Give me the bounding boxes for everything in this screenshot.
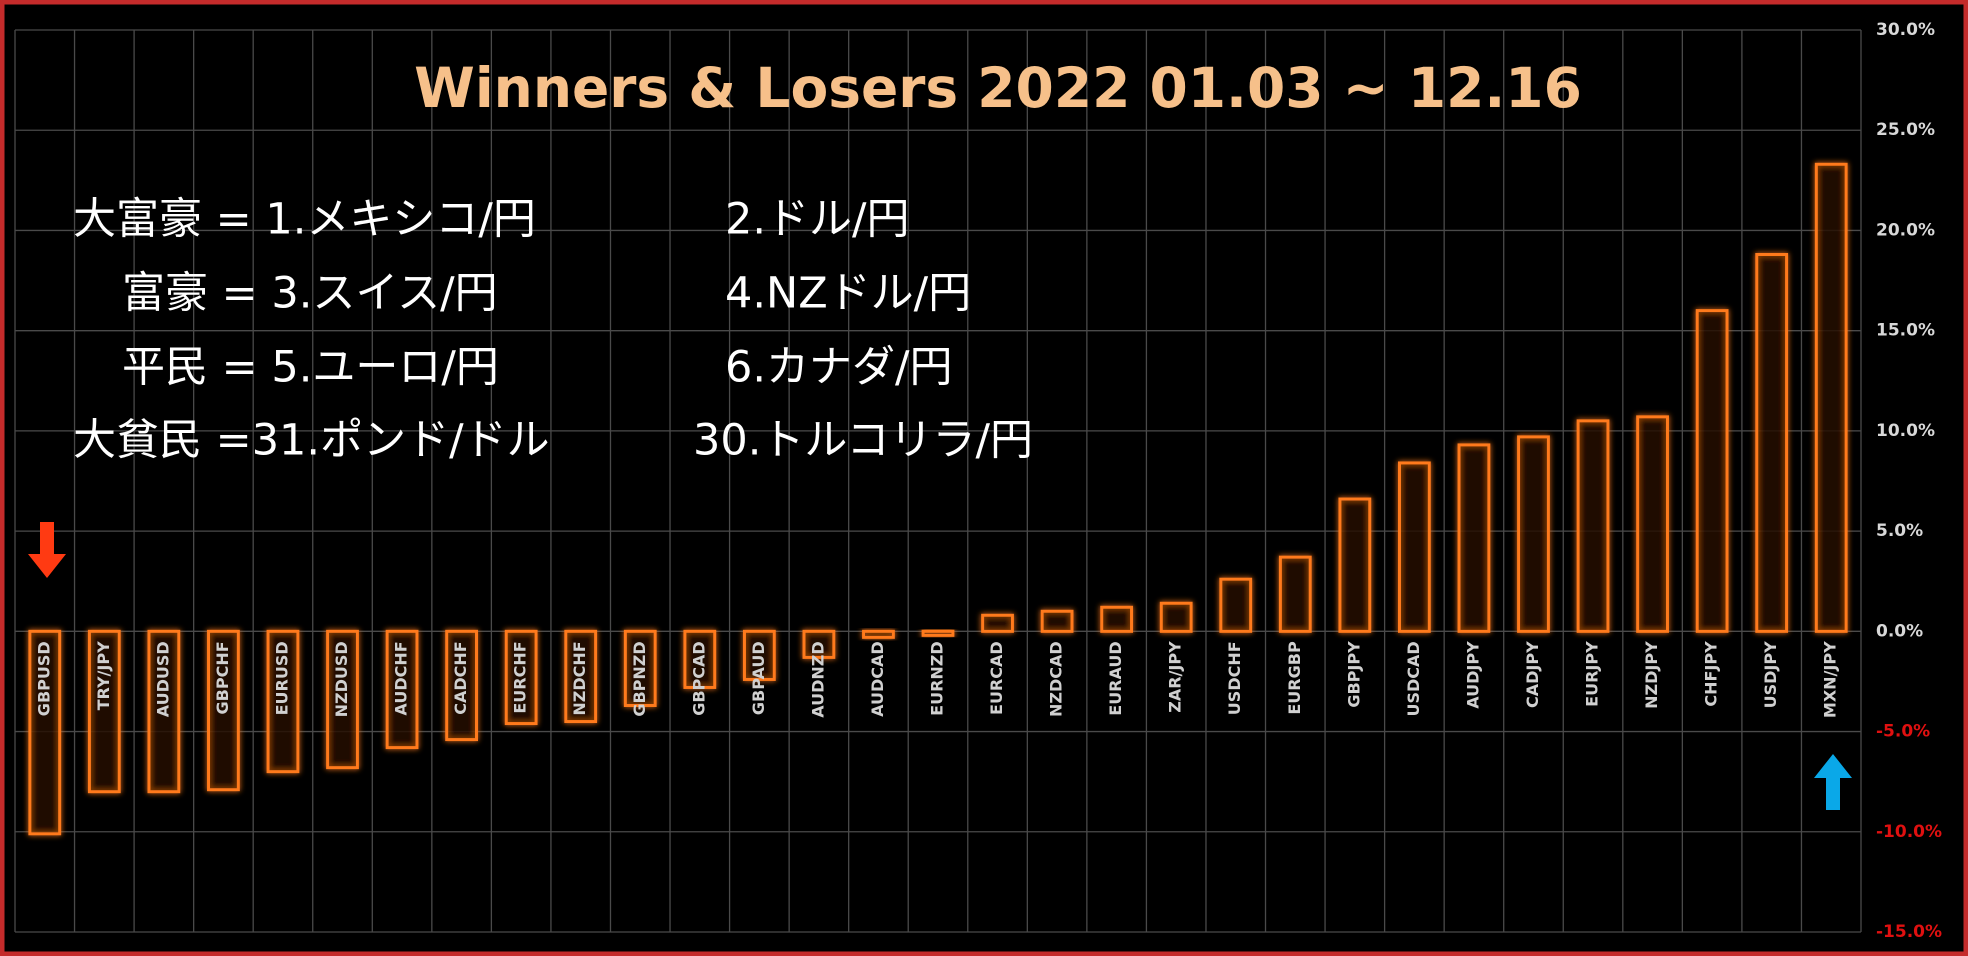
x-tick-label: CADCHF (451, 641, 470, 714)
annotation-right: 6.カナダ/円 (725, 343, 953, 393)
x-tick-label: CADJPY (1523, 641, 1542, 708)
bar (683, 629, 717, 689)
bar (1278, 555, 1312, 633)
x-tick-label: EURCAD (987, 641, 1006, 715)
x-tick-label: NZDCHF (570, 641, 589, 715)
x-tick-label: GBPAUD (749, 641, 768, 715)
y-tick-label: 10.0% (1876, 421, 1935, 441)
down-arrow (28, 522, 66, 578)
bar (326, 629, 359, 770)
bar (87, 629, 121, 794)
bar (1219, 577, 1253, 633)
x-tick-label: AUDCAD (868, 641, 887, 717)
bar (1100, 605, 1134, 633)
x-tick-label: EURNZD (928, 641, 947, 716)
x-tick-label: NZDJPY (1642, 641, 1661, 709)
bar (385, 629, 419, 750)
marks (28, 162, 1848, 836)
annotation-left: 富豪 = 3.スイス/円 (122, 269, 498, 319)
y-tick-label: 15.0% (1876, 321, 1935, 341)
x-tick-label: GBPJPY (1344, 641, 1363, 708)
bar (1576, 419, 1610, 633)
y-tick-label: 30.0% (1876, 20, 1935, 40)
bar (1695, 309, 1729, 633)
bar (742, 629, 776, 681)
x-tick-label: GBPCAD (689, 641, 708, 715)
x-tick-label: AUDCHF (392, 641, 411, 715)
bar (862, 629, 895, 639)
bar (207, 629, 240, 792)
x-tick-label: GBPUSD (34, 641, 53, 716)
y-tick-label: 25.0% (1876, 120, 1935, 140)
bar (1755, 252, 1789, 633)
x-tick-label: USDCAD (1404, 641, 1423, 716)
y-tick-label: -5.0% (1876, 722, 1930, 742)
up-arrow (1814, 754, 1852, 810)
annotation-left: 大貧民 =31.ポンド/ドル (73, 416, 550, 466)
x-tick-label: EURAUD (1106, 641, 1125, 715)
x-tick-label: AUDNZD (808, 641, 827, 717)
x-tick-label: ZAR/JPY (1166, 641, 1185, 713)
bar (28, 629, 62, 836)
x-tick-label: MXN/JPY (1821, 641, 1840, 718)
x-tick-label: EURJPY (1583, 641, 1602, 707)
x-tick-label: CHFJPY (1702, 641, 1721, 707)
bar (504, 629, 538, 726)
bar (147, 629, 181, 794)
bar (564, 629, 598, 724)
bar (1159, 601, 1193, 633)
bar (1040, 609, 1074, 633)
y-tick-label: 5.0% (1876, 521, 1923, 541)
y-tick-label: 20.0% (1876, 220, 1935, 240)
grid (14, 29, 1862, 933)
bar (921, 629, 955, 637)
x-tick-label: USDJPY (1761, 641, 1780, 708)
bar (1814, 162, 1848, 633)
bar (1398, 461, 1431, 633)
annotation-left: 平民 = 5.ユーロ/円 (122, 343, 499, 393)
annotation-right: 2.ドル/円 (725, 195, 910, 245)
bar (266, 629, 300, 774)
x-tick-label: NZDUSD (332, 641, 351, 717)
x-tick-label: EURCHF (511, 641, 530, 713)
y-tick-label: -10.0% (1876, 822, 1942, 842)
y-tick-label: 0.0% (1876, 621, 1923, 641)
bar (981, 613, 1014, 633)
annotation-left: 大富豪 = 1.メキシコ/円 (73, 195, 536, 245)
annotation-right: 30.トルコリラ/円 (693, 416, 1033, 466)
x-tick-label: GBPCHF (213, 641, 232, 714)
x-tick-label: GBPNZD (630, 641, 649, 716)
y-tick-label: -15.0% (1876, 922, 1942, 942)
bar (802, 629, 836, 659)
x-tick-label: AUDJPY (1463, 641, 1482, 709)
x-tick-label: TRY/JPY (94, 641, 113, 710)
bar (1338, 497, 1372, 633)
annotation-right: 4.NZドル/円 (725, 269, 971, 319)
bar (1636, 415, 1669, 633)
x-tick-label: EURGBP (1285, 641, 1304, 715)
x-tick-label: NZDCAD (1047, 641, 1066, 717)
x-tick-label: USDCHF (1225, 641, 1244, 715)
bar (445, 629, 478, 742)
x-tick-label: AUDUSD (153, 641, 172, 717)
bar (1517, 435, 1550, 633)
bar (1457, 443, 1491, 633)
chart-title: Winners & Losers 2022 01.03 ~ 12.16 (414, 56, 1582, 120)
x-tick-label: EURUSD (272, 641, 291, 715)
bar (623, 629, 657, 707)
